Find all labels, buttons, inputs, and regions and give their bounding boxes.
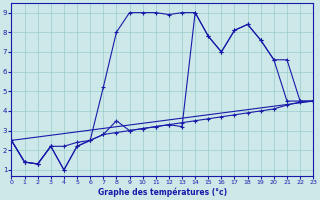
X-axis label: Graphe des températures (°c): Graphe des températures (°c) — [98, 188, 227, 197]
